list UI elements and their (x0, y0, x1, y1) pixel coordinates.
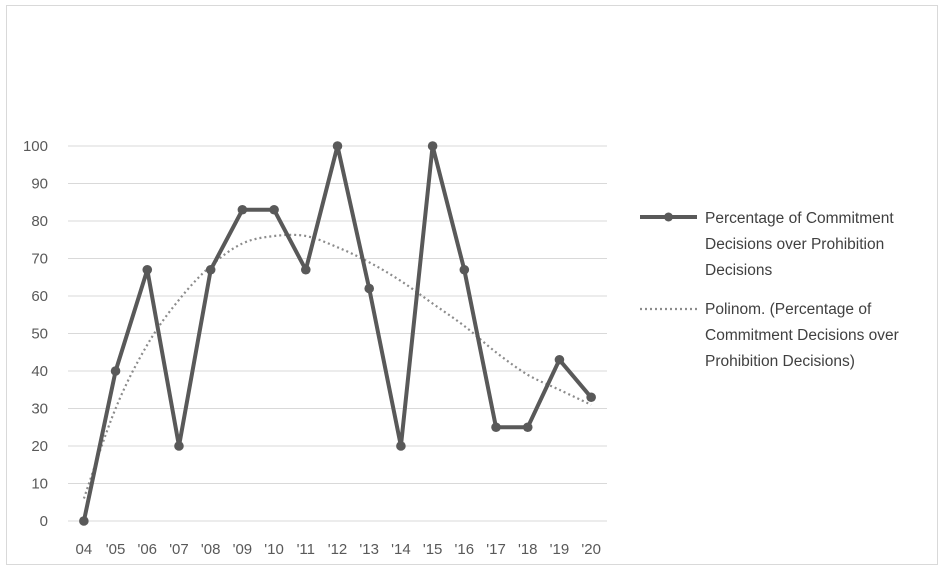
x-tick-label: '12 (328, 541, 348, 558)
data-point-marker (332, 141, 343, 151)
x-tick-label: '20 (581, 541, 601, 558)
data-point-marker (300, 264, 311, 275)
x-tick-label: '16 (455, 541, 475, 558)
data-point-marker (174, 441, 184, 451)
data-point-marker (142, 264, 153, 275)
y-tick-label: 80 (31, 213, 48, 230)
y-tick-label: 100 (23, 138, 48, 155)
legend-marker-icon (664, 212, 673, 222)
x-tick-label: '08 (201, 541, 221, 558)
x-tick-label: '18 (518, 541, 538, 558)
trendline-series (82, 233, 592, 499)
data-point-marker (427, 141, 438, 151)
legend: Percentage of Commitment Decisions over … (640, 210, 899, 370)
x-tick-label: '07 (169, 541, 189, 558)
data-point-marker (491, 422, 501, 433)
x-tick-label: '19 (550, 541, 570, 558)
percentage-series (79, 141, 596, 526)
data-point-marker (459, 264, 470, 275)
y-axis-tick-labels: 0 10 20 30 40 50 60 70 80 90 100 (23, 138, 48, 530)
y-tick-label: 90 (31, 176, 48, 193)
gridlines (68, 145, 607, 522)
x-tick-label: '11 (297, 541, 315, 558)
data-point-marker (269, 204, 279, 215)
x-tick-label: '06 (137, 541, 157, 558)
data-point-marker (396, 441, 406, 451)
x-tick-label: '10 (264, 541, 284, 558)
y-tick-label: 70 (31, 251, 48, 268)
y-tick-label: 30 (31, 401, 48, 418)
trendline-path (82, 233, 592, 499)
legend-label-line: Decisions over Prohibition (705, 236, 884, 253)
y-tick-label: 40 (31, 363, 48, 380)
legend-label-line: Polinom. (Percentage of (705, 301, 872, 318)
data-point-marker (205, 264, 216, 275)
y-tick-label: 0 (40, 513, 48, 530)
y-tick-label: 20 (31, 438, 48, 455)
x-tick-label: '13 (359, 541, 379, 558)
data-point-marker (522, 422, 533, 433)
data-point-marker (237, 204, 248, 215)
data-point-marker (364, 283, 375, 294)
x-tick-label: '09 (233, 541, 253, 558)
x-tick-label: '17 (486, 541, 506, 558)
legend-label-line: Prohibition Decisions) (705, 353, 855, 370)
x-tick-label: '15 (423, 541, 443, 558)
x-tick-label: '05 (106, 541, 126, 558)
legend-label-line: Decisions (705, 262, 772, 279)
y-tick-label: 60 (31, 288, 48, 305)
legend-label-line: Percentage of Commitment (705, 210, 894, 227)
y-tick-label: 50 (31, 326, 48, 343)
x-tick-label: '14 (391, 541, 411, 558)
x-axis-tick-labels: 04 '05 '06 '07 '08 '09 '10 '11 '12 '13 '14 '15 '16 '1… (76, 541, 601, 558)
data-point-marker (554, 354, 565, 365)
legend-item-trendline: Polinom. (Percentage of Commitment Decis… (640, 301, 899, 370)
legend-item-percentage: Percentage of Commitment Decisions over … (640, 210, 894, 279)
x-tick-label: 04 (76, 541, 93, 558)
data-point-marker (79, 516, 89, 526)
chart-area (6, 5, 938, 565)
data-point-marker (586, 392, 596, 403)
legend-label-line: Commitment Decisions over (705, 327, 899, 344)
y-tick-label: 10 (31, 476, 48, 493)
data-point-marker (110, 366, 121, 376)
